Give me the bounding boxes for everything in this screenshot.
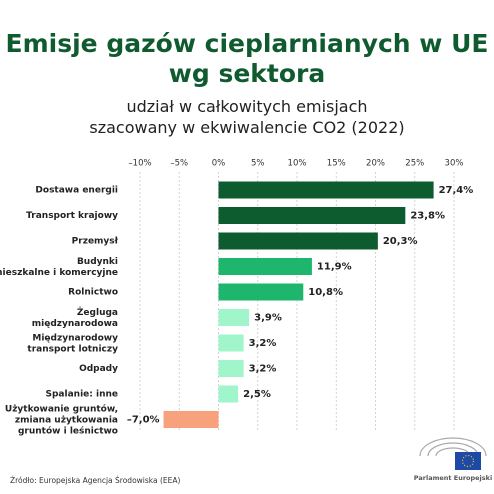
bar [218,232,378,250]
source: Źródło: Europejska Agencja Środowiska (E… [10,476,181,485]
bar [218,385,239,403]
x-tick-label: –10% [128,159,151,169]
y-tick-label: Przemysł [72,237,119,247]
bar [218,283,304,301]
bar [218,181,434,199]
chart-title: Emisje gazów cieplarnianych w UE wg sekto… [6,29,489,88]
value-label: 2,5% [243,389,271,400]
value-label: –7,0% [127,415,160,426]
chart-subtitle: udział w całkowitych emisjach szacowany w… [89,97,404,137]
x-tick-label: 15% [327,159,346,169]
x-tick-label: –5% [170,159,188,169]
value-label: 20,3% [383,236,418,247]
y-tick-label: Transport krajowy [26,211,118,221]
bar [218,309,250,326]
bar [218,207,406,224]
y-tick-label: Odpady [79,364,118,374]
x-tick-label: 5% [251,159,265,169]
value-label: 27,4% [439,185,474,196]
bar [218,360,244,377]
bar [218,258,312,275]
bar [218,334,244,352]
y-tick-label: Międzynarodowy transport lotniczy [27,333,118,354]
logo-text: Parlament Europejski [414,474,492,482]
x-tick-label: 30% [445,159,464,169]
x-tick-label: 10% [288,159,307,169]
y-tick-label: Spalanie: inne [46,390,119,400]
value-label: 10,8% [308,287,343,298]
x-tick-label: 20% [366,159,385,169]
y-tick-label: Żegluga międzynarodowa [32,307,118,329]
value-label: 11,9% [317,262,352,273]
y-tick-label: Użytkowanie gruntów, zmiana użytkowania gr… [5,403,118,436]
logo [419,437,487,470]
x-tick-label: 25% [405,159,424,169]
x-tick-label: 0% [212,159,226,169]
y-tick-label: Dostawa energii [35,186,118,196]
value-label: 3,9% [254,313,282,324]
y-tick-label: Budynki mieszkalne i komercyjne [0,257,118,278]
value-label: 23,8% [410,211,445,222]
value-label: 3,2% [249,364,277,375]
y-tick-label: Rolnictwo [68,288,118,298]
value-label: 3,2% [249,338,277,349]
bar [163,411,219,428]
